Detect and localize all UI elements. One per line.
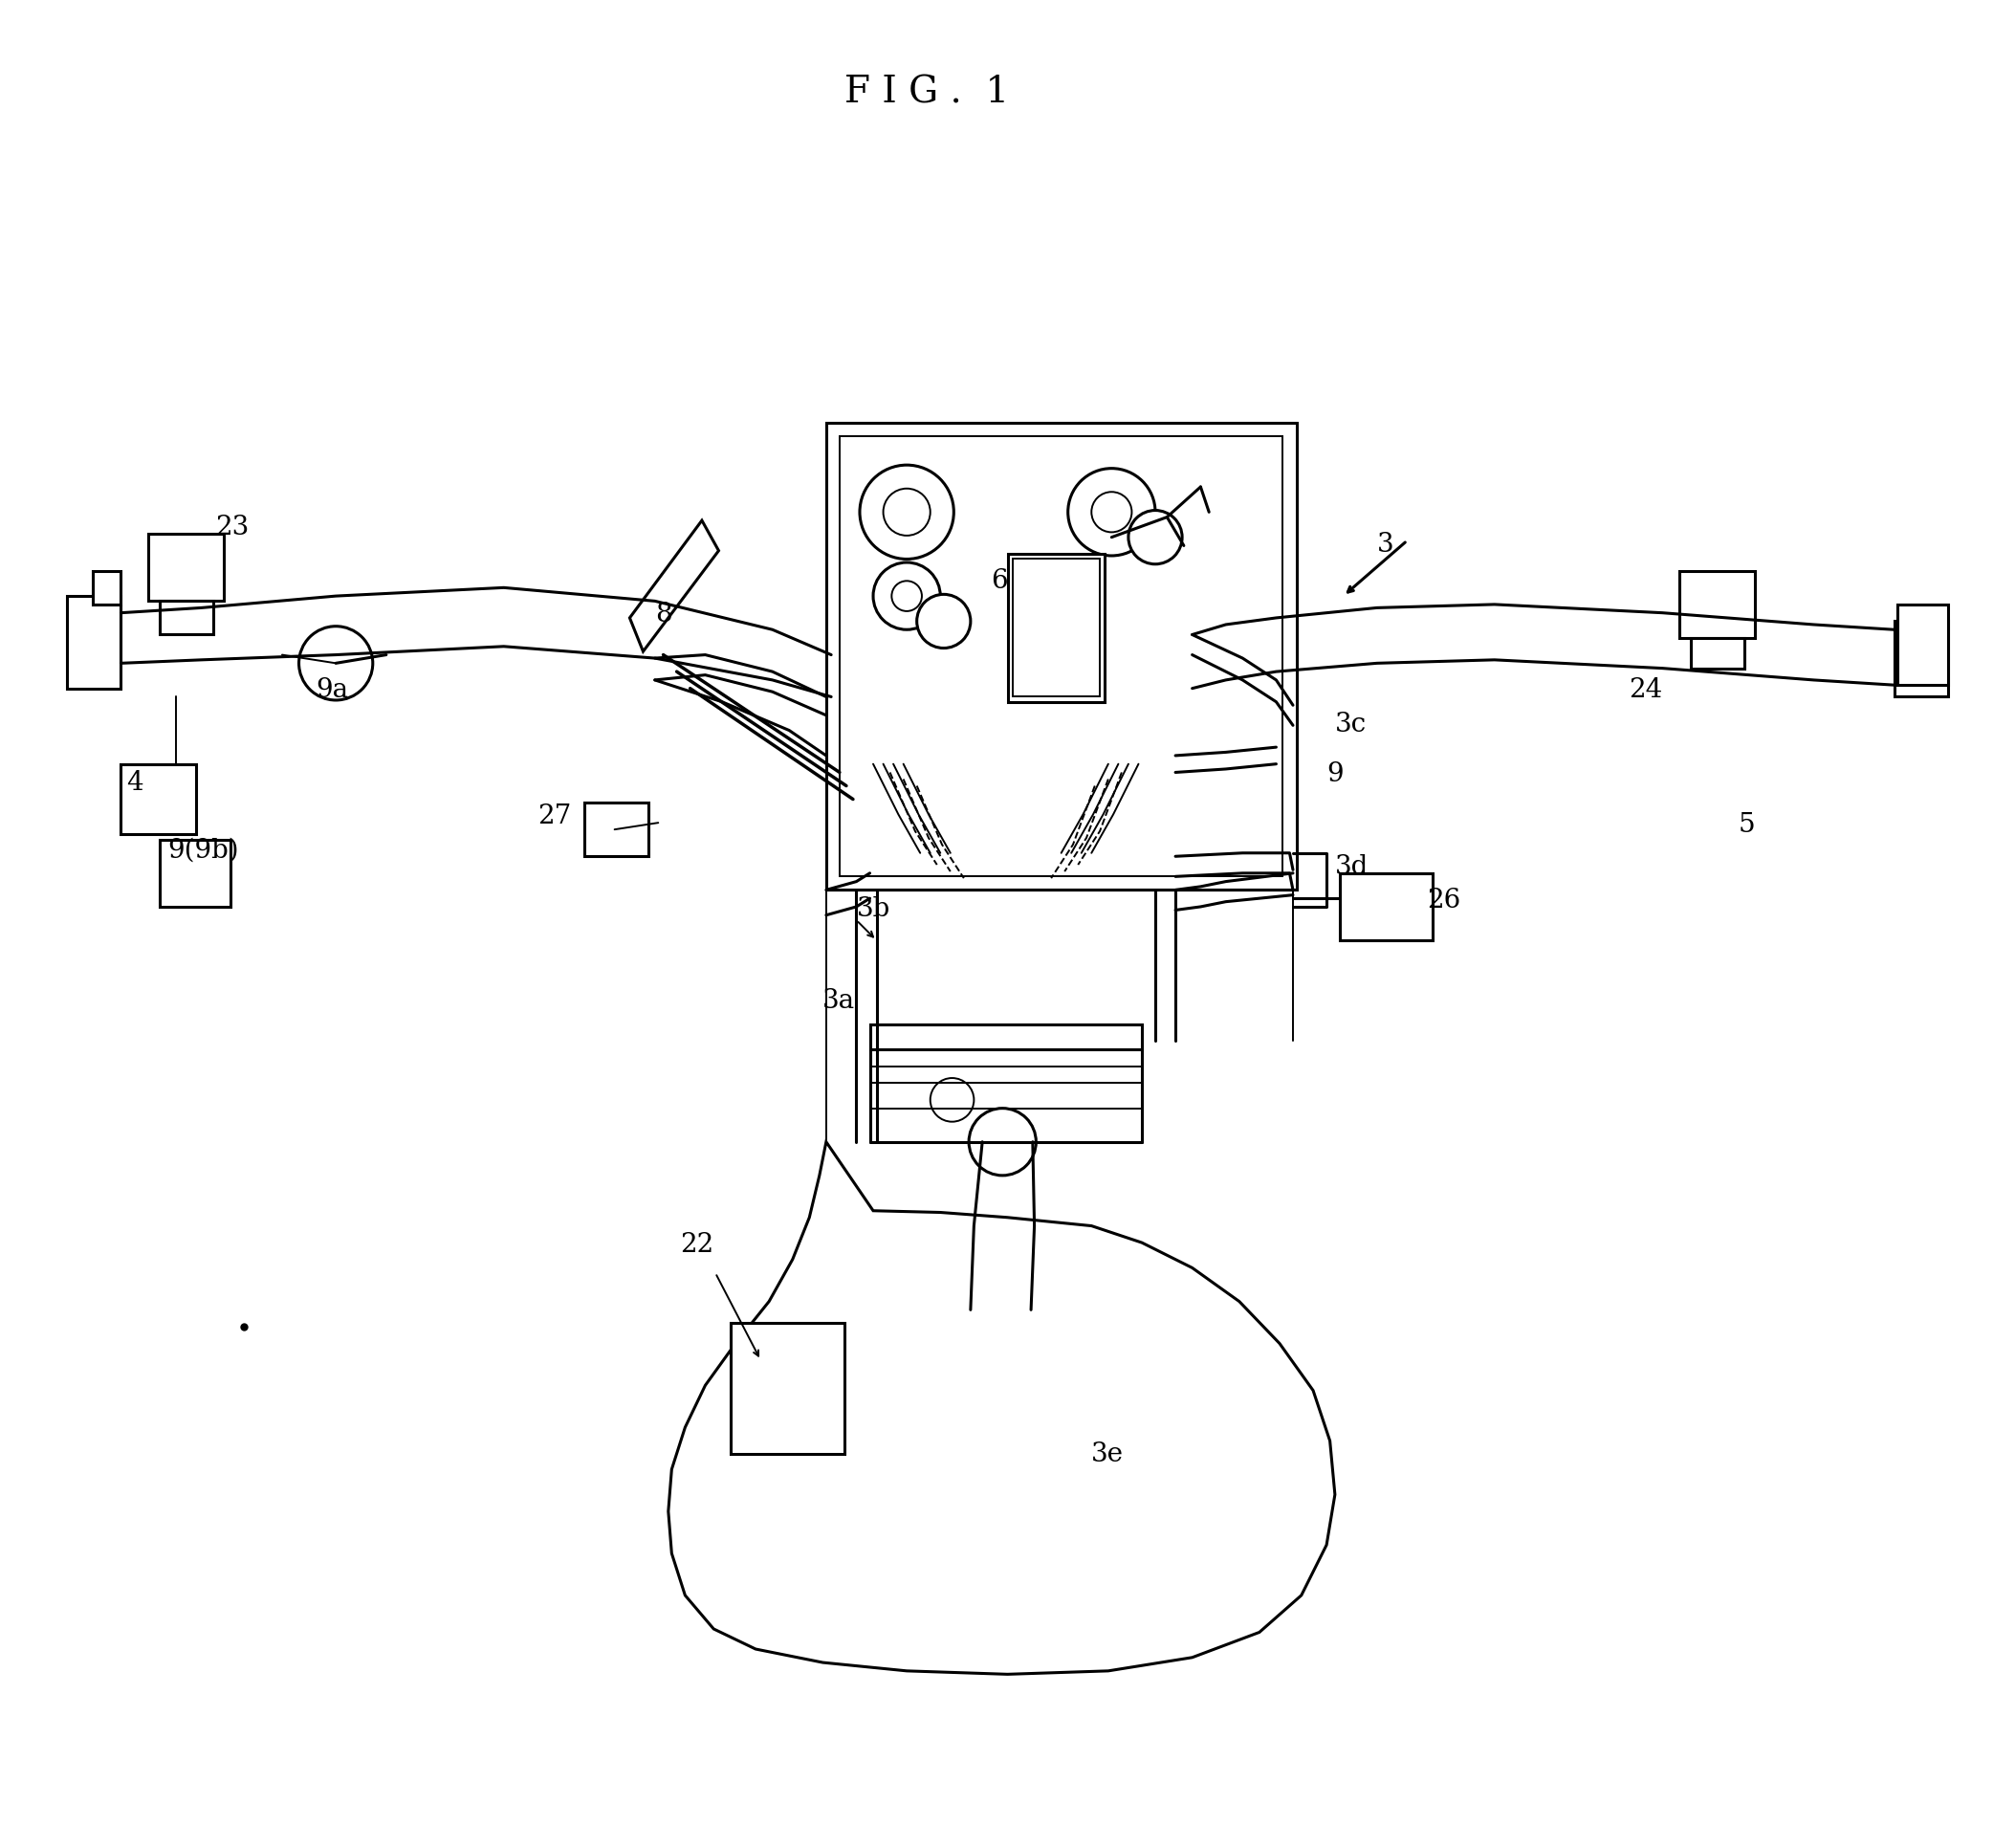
Circle shape — [891, 582, 923, 612]
Circle shape — [969, 1109, 1036, 1175]
Text: 24: 24 — [1628, 678, 1662, 702]
Polygon shape — [1894, 621, 1949, 697]
Circle shape — [883, 490, 931, 536]
Bar — [121, 765, 197, 835]
Text: 3e: 3e — [1092, 1441, 1124, 1467]
Text: 3d: 3d — [1336, 854, 1368, 880]
Bar — [826, 423, 1296, 891]
Polygon shape — [629, 521, 719, 652]
Text: F I G .  1: F I G . 1 — [844, 76, 1010, 111]
Text: 26: 26 — [1427, 887, 1461, 913]
Text: 3a: 3a — [822, 989, 856, 1015]
Bar — [1678, 571, 1755, 639]
Text: 23: 23 — [216, 514, 248, 540]
Text: 3b: 3b — [856, 896, 891, 922]
Text: 3c: 3c — [1336, 711, 1366, 737]
Bar — [1691, 639, 1745, 669]
Text: 6: 6 — [991, 567, 1008, 593]
Circle shape — [298, 626, 373, 700]
Bar — [1008, 554, 1104, 702]
Circle shape — [1128, 512, 1183, 565]
Circle shape — [917, 595, 971, 649]
Text: 27: 27 — [538, 804, 570, 830]
Circle shape — [1068, 469, 1155, 556]
Bar — [159, 602, 214, 636]
Text: 8: 8 — [655, 602, 671, 628]
Circle shape — [923, 1281, 1084, 1441]
Circle shape — [872, 564, 941, 630]
Bar — [1340, 874, 1433, 941]
Text: 5: 5 — [1737, 811, 1755, 837]
Bar — [147, 534, 224, 602]
Bar — [731, 1323, 844, 1454]
Bar — [1898, 604, 1949, 686]
Bar — [840, 438, 1284, 878]
Polygon shape — [669, 1142, 1336, 1674]
Bar — [159, 841, 230, 907]
Circle shape — [1092, 493, 1132, 532]
Bar — [1012, 560, 1100, 697]
Circle shape — [860, 466, 953, 560]
Text: 22: 22 — [679, 1231, 713, 1257]
Bar — [584, 804, 649, 857]
Text: 4: 4 — [125, 769, 143, 795]
Text: 3: 3 — [1376, 530, 1394, 556]
Text: 9(9b): 9(9b) — [167, 837, 240, 863]
Text: 9a: 9a — [316, 678, 349, 702]
Polygon shape — [66, 597, 121, 689]
Circle shape — [965, 1323, 1040, 1397]
Text: 9: 9 — [1326, 761, 1344, 787]
Polygon shape — [93, 571, 121, 604]
Bar — [870, 1026, 1143, 1050]
Circle shape — [931, 1079, 973, 1122]
